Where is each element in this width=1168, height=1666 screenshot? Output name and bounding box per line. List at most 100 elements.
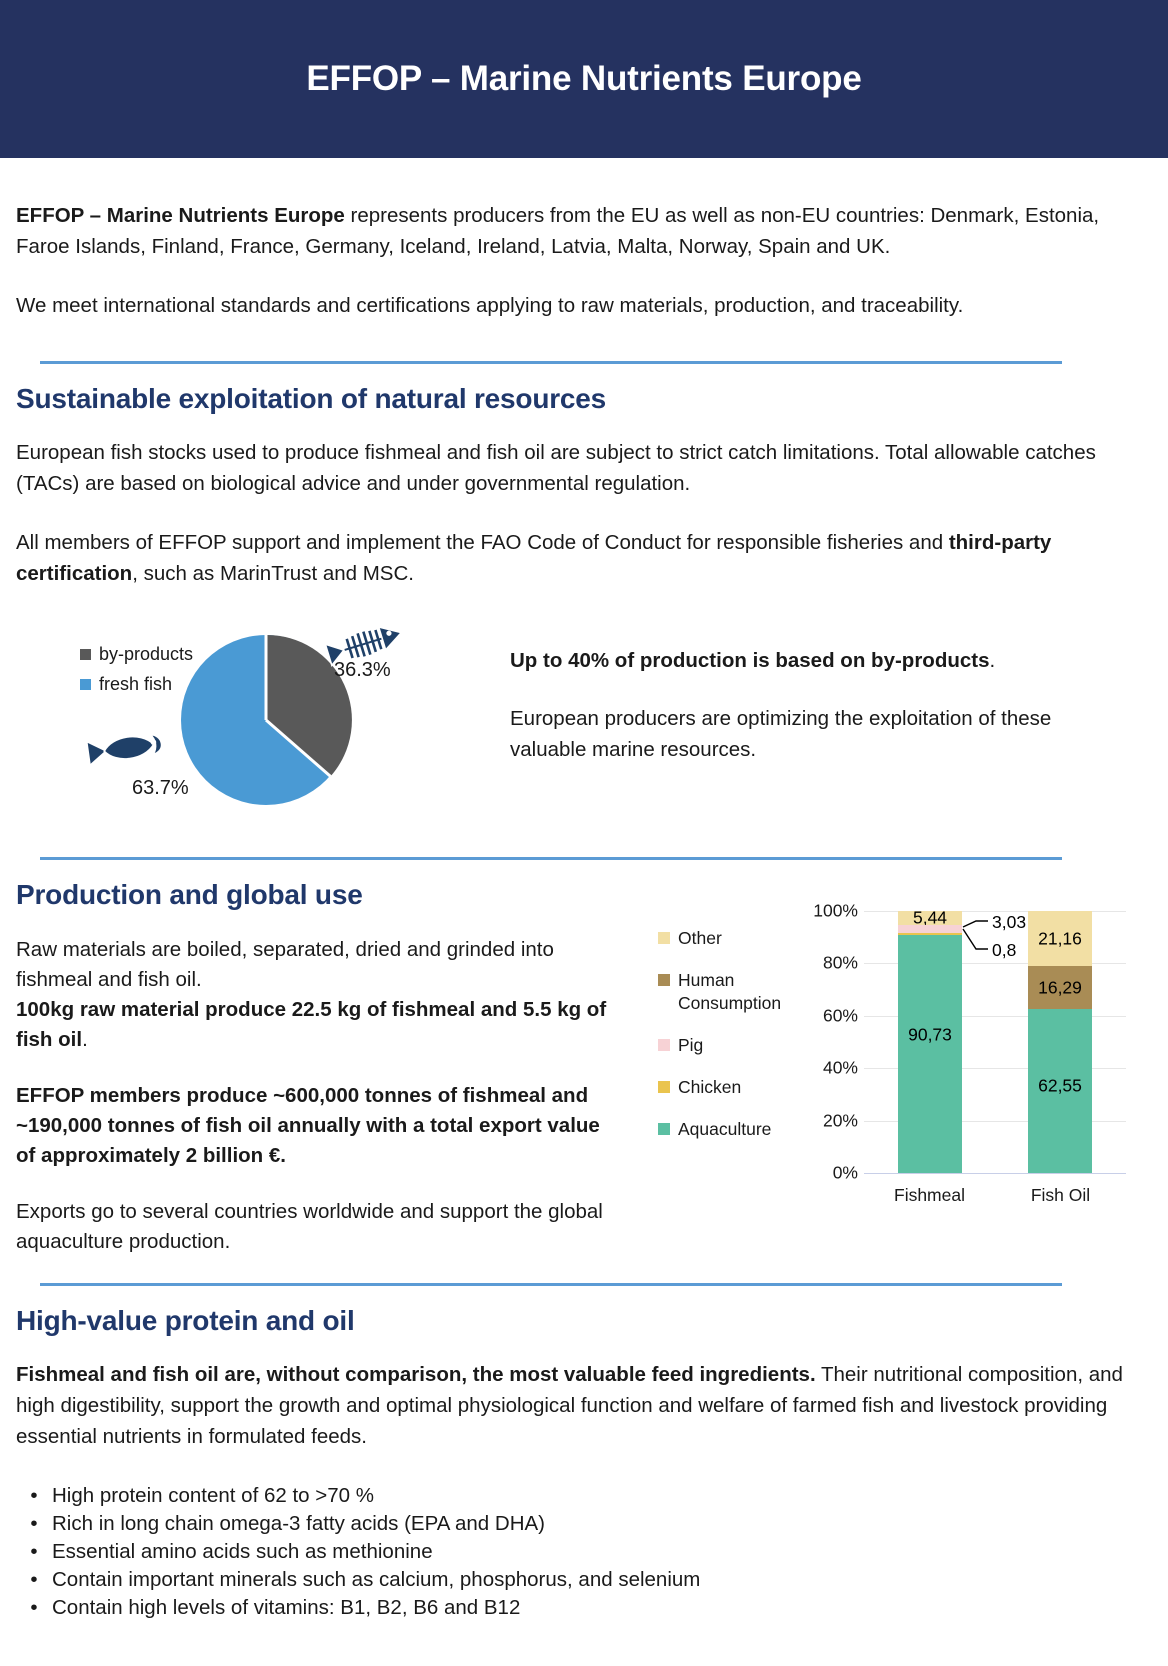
- bar-legend-item-pig: Pig: [658, 1034, 788, 1057]
- gridline-100: [864, 911, 1126, 912]
- pie-legend-swatch-fresh-fish: [80, 678, 91, 690]
- section-divider-production: [40, 857, 1062, 860]
- intro-bold-lead: EFFOP – Marine Nutrients Europe: [16, 204, 345, 227]
- bullet-text: Essential amino acids such as methionine: [52, 1540, 433, 1563]
- pie-side-text: Up to 40% of production is based on by-p…: [510, 645, 1110, 765]
- bar-label-fishmeal-aquaculture: 90,73: [908, 1024, 952, 1045]
- section-divider-sustainable: [40, 361, 1062, 364]
- production-row: Raw materials are boiled, separated, dri…: [16, 901, 1152, 1265]
- bar-legend-label-human-consumption: Human Consumption: [678, 970, 782, 1013]
- bullet-marker-icon: •: [30, 1484, 38, 1507]
- bar-chart-x-axis: Fishmeal Fish Oil: [864, 1185, 1126, 1206]
- pie-chart-row: by-products fresh fish: [16, 615, 1152, 821]
- bar-segment-fishoil-other: 21,16: [1028, 911, 1092, 967]
- sustainable-paragraph-2: All members of EFFOP support and impleme…: [16, 527, 1152, 589]
- intro-block: EFFOP – Marine Nutrients Europe represen…: [16, 158, 1152, 321]
- fish-skeleton-icon: [324, 625, 403, 667]
- production-text-column: Raw materials are boiled, separated, dri…: [16, 935, 616, 1257]
- bar-legend-swatch-pig: [658, 1039, 670, 1051]
- bar-legend-swatch-aquaculture: [658, 1123, 670, 1135]
- production-paragraph-4: Exports go to several countries worldwid…: [16, 1200, 603, 1253]
- bar-callout-label-pig: 3,03: [992, 912, 1027, 932]
- bar-segment-fishmeal-pig: [898, 925, 962, 934]
- pie-side-headline-bold: Up to 40% of production is based on by-p…: [510, 649, 990, 672]
- gridline-60: [864, 1015, 1126, 1017]
- bullet-marker-icon: •: [30, 1568, 38, 1591]
- bar-legend-item-aquaculture: Aquaculture: [658, 1118, 788, 1141]
- bullet-text: Contain high levels of vitamins: B1, B2,…: [52, 1596, 521, 1619]
- page-title: EFFOP – Marine Nutrients Europe: [306, 59, 862, 98]
- pie-legend-item-fresh-fish: fresh fish: [80, 669, 193, 699]
- list-item: • Contain high levels of vitamins: B1, B…: [16, 1594, 1152, 1622]
- production-p2-period: .: [82, 1028, 88, 1051]
- section-divider-protein: [40, 1283, 1062, 1286]
- axis-baseline: [864, 1173, 1126, 1174]
- bullet-marker-icon: •: [30, 1540, 38, 1563]
- bar-legend-item-chicken: Chicken: [658, 1076, 788, 1099]
- pie-chart: by-products fresh fish: [36, 615, 486, 821]
- page-banner: EFFOP – Marine Nutrients Europe: [0, 0, 1168, 158]
- bar-chart-grid: 5,44 90,73 21,16: [864, 897, 1126, 1174]
- list-item: • Rich in long chain omega-3 fatty acids…: [16, 1510, 1152, 1538]
- pie-value-label-by-products: 36.3%: [334, 659, 391, 681]
- bar-legend-label-chicken: Chicken: [678, 1077, 742, 1097]
- production-paragraph-3: EFFOP members produce ~600,000 tonnes of…: [16, 1084, 600, 1167]
- production-paragraph-2: 100kg raw material produce 22.5 kg of fi…: [16, 995, 616, 1055]
- production-p2-bold: 100kg raw material produce 22.5 kg of fi…: [16, 998, 607, 1051]
- bar-legend-label-other: Other: [678, 928, 722, 948]
- bullet-marker-icon: •: [30, 1512, 38, 1535]
- bar-callout-label-chicken: 0,8: [992, 940, 1017, 960]
- bar-legend-swatch-other: [658, 932, 670, 944]
- list-item: • Contain important minerals such as cal…: [16, 1566, 1152, 1594]
- pie-value-label-fresh-fish: 63.7%: [132, 777, 189, 799]
- bar-legend-swatch-human-consumption: [658, 974, 670, 986]
- y-tick-60: 60%: [822, 1005, 858, 1026]
- protein-bullet-list: • High protein content of 62 to >70 % • …: [16, 1482, 1152, 1622]
- intro-paragraph-1: EFFOP – Marine Nutrients Europe represen…: [16, 200, 1152, 262]
- bullet-text: Rich in long chain omega-3 fatty acids (…: [52, 1512, 546, 1535]
- sustainable-p2-bold: third-party certification: [16, 531, 1052, 585]
- bar-chart-plot: 100% 80% 60% 40% 20% 0%: [786, 897, 1168, 1227]
- sustainable-paragraph-1: European fish stocks used to produce fis…: [16, 441, 1096, 495]
- bar-chart: Other Human Consumption Pig Chicken: [634, 897, 1168, 1257]
- x-label-fish-oil: Fish Oil: [1030, 1185, 1091, 1205]
- y-tick-0: 0%: [832, 1162, 858, 1183]
- bullet-text: High protein content of 62 to >70 %: [52, 1484, 374, 1507]
- bar-legend-label-pig: Pig: [678, 1035, 704, 1055]
- gridline-20: [864, 1120, 1126, 1122]
- y-tick-40: 40%: [822, 1057, 858, 1078]
- bar-label-fishmeal-other: 5,44: [912, 907, 948, 928]
- section-heading-production: Production and global use: [16, 879, 363, 910]
- bar-segment-fishoil-human-consumption: 16,29: [1028, 966, 1092, 1010]
- bar-legend-item-human-consumption: Human Consumption: [658, 969, 788, 1015]
- bar-segment-fishmeal-chicken: [898, 933, 962, 936]
- whole-fish-icon: [85, 733, 163, 767]
- x-label-fishmeal: Fishmeal: [894, 1185, 965, 1205]
- y-tick-20: 20%: [822, 1110, 858, 1131]
- bar-chart-y-axis: 100% 80% 60% 40% 20% 0%: [786, 897, 858, 1187]
- bar-legend-label-aquaculture: Aquaculture: [678, 1119, 772, 1139]
- pie-legend-label-by-products: by-products: [99, 644, 194, 664]
- bar-label-fishoil-other: 21,16: [1038, 928, 1082, 949]
- list-item: • High protein content of 62 to >70 %: [16, 1482, 1152, 1510]
- bullet-text: Contain important minerals such as calci…: [52, 1568, 701, 1591]
- pie-side-paragraph: European producers are optimizing the ex…: [510, 707, 1052, 761]
- sustainable-p2-c: , such as MarinTrust and MSC.: [132, 562, 414, 585]
- pie-legend-swatch-by-products: [80, 648, 91, 660]
- pie-legend-item-by-products: by-products: [80, 639, 193, 669]
- pie-legend: by-products fresh fish: [80, 639, 193, 699]
- bar-fish-oil: 21,16 16,29 62,55: [1028, 911, 1092, 1173]
- y-tick-80: 80%: [822, 952, 858, 973]
- bar-segment-fishmeal-other: 5,44: [898, 908, 962, 928]
- bar-label-fishoil-aquaculture: 62,55: [1038, 1075, 1082, 1096]
- gridline-80: [864, 963, 1126, 965]
- bar-chart-legend: Other Human Consumption Pig Chicken: [658, 927, 788, 1160]
- bar-legend-swatch-chicken: [658, 1081, 670, 1093]
- section-heading-sustainable: Sustainable exploitation of natural reso…: [16, 383, 607, 414]
- y-tick-100: 100%: [813, 900, 858, 921]
- pie-side-headline: Up to 40% of production is based on by-p…: [510, 645, 1110, 676]
- gridline-40: [864, 1068, 1126, 1070]
- intro-paragraph-2: We meet international standards and cert…: [16, 294, 964, 317]
- section-heading-protein: High-value protein and oil: [16, 1305, 355, 1336]
